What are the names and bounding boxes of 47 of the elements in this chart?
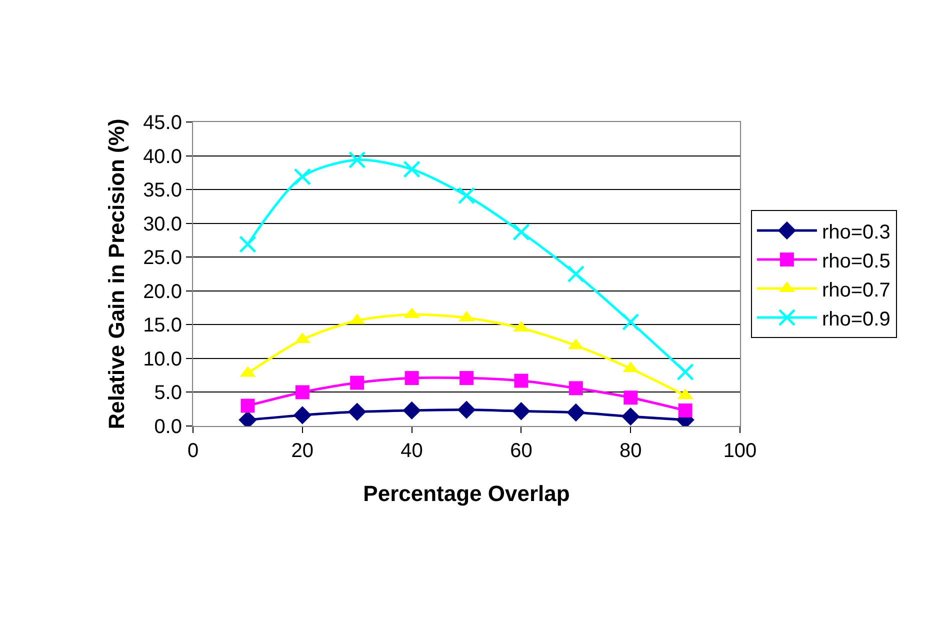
legend-label: rho=0.5: [822, 250, 890, 272]
point: [624, 390, 638, 405]
point: [676, 363, 694, 381]
y-tick-label: 0.0: [154, 416, 182, 438]
y-tick-label: 20.0: [143, 280, 182, 303]
y-tick-label: 15.0: [143, 314, 182, 337]
point: [460, 371, 474, 386]
x-tick-label: 20: [291, 440, 314, 462]
y-tick-label: 25.0: [143, 247, 182, 270]
y-tick-label: 40.0: [143, 146, 182, 168]
x-tick-label: 100: [723, 440, 757, 462]
x-axis-title: Percentage Overlap: [363, 480, 570, 506]
point: [568, 381, 583, 396]
point: [348, 151, 366, 169]
point: [404, 371, 419, 386]
point: [566, 403, 585, 422]
x-tick-label: 0: [187, 440, 199, 462]
y-tick-label: 30.0: [143, 213, 182, 236]
point: [350, 376, 364, 390]
point: [238, 236, 256, 254]
point: [457, 400, 476, 419]
point: [294, 168, 312, 186]
point: [348, 402, 366, 421]
point: [622, 407, 640, 426]
legend-label: rho=0.9: [822, 308, 890, 330]
legend-label: rho=0.3: [822, 221, 890, 244]
y-tick-label: 35.0: [143, 180, 182, 202]
point: [678, 403, 692, 418]
legend-label: rho=0.7: [822, 279, 890, 302]
point: [240, 398, 255, 413]
point: [402, 401, 421, 420]
point: [514, 374, 528, 388]
y-tick-label: 45.0: [143, 112, 182, 134]
point: [512, 223, 530, 241]
point: [403, 160, 421, 178]
x-tick-label: 60: [510, 440, 532, 462]
x-tick-label: 80: [619, 440, 642, 462]
point: [458, 186, 476, 204]
y-tick-label: 10.0: [143, 348, 182, 370]
x-tick-label: 40: [400, 440, 423, 462]
point: [567, 265, 585, 283]
point: [295, 385, 310, 400]
point: [622, 313, 640, 331]
point: [512, 402, 530, 420]
y-axis-title: Relative Gain in Precision (%): [104, 118, 129, 430]
point: [293, 406, 312, 424]
y-tick-label: 5.0: [154, 382, 182, 404]
